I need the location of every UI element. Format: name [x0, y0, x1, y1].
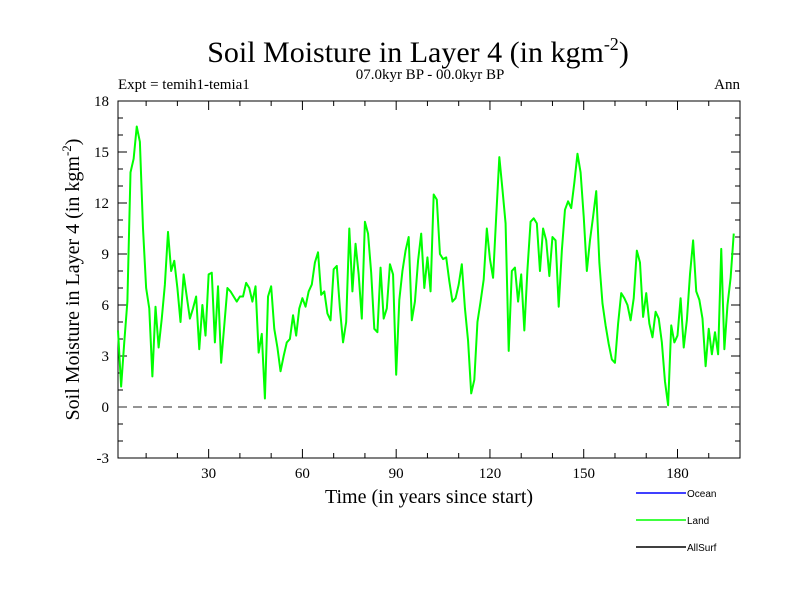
- plot-frame: [117, 100, 741, 459]
- x-tick-label: 150: [572, 466, 595, 482]
- y-tick-label: 0: [102, 400, 110, 416]
- chart-title-superscript: -2: [604, 34, 619, 54]
- y-axis-label-close: ): [62, 139, 84, 146]
- y-tick-label: -3: [97, 451, 110, 467]
- legend-allsurf-label: AllSurf: [687, 543, 717, 554]
- legend-land-label: Land: [687, 516, 709, 527]
- x-tick-label: 30: [201, 466, 216, 482]
- x-tick-label: 180: [666, 466, 689, 482]
- legend: Ocean Land AllSurf: [636, 489, 717, 554]
- season-label: Ann: [714, 77, 740, 93]
- chart-title-close: ): [619, 36, 629, 69]
- x-tick-label: 60: [295, 466, 310, 482]
- x-tick-label: 120: [479, 466, 502, 482]
- chart-subtitle: 07.0kyr BP - 00.0kyr BP: [356, 67, 505, 83]
- y-axis-label: Soil Moisture in Layer 4 (in kgm-2): [59, 139, 84, 421]
- x-tick-labels: 30 60 90 120 150 180: [201, 466, 689, 482]
- y-tick-label: 9: [102, 247, 110, 263]
- y-tick-labels: -3 0 3 6 9 12 15 18: [94, 94, 110, 467]
- expt-label: Expt = temih1-temia1: [118, 77, 250, 93]
- y-tick-label: 18: [94, 94, 109, 110]
- y-tick-label: 6: [102, 298, 110, 314]
- y-tick-label: 12: [94, 196, 109, 212]
- x-axis-label: Time (in years since start): [325, 486, 533, 508]
- legend-ocean-label: Ocean: [687, 489, 716, 500]
- land-series-line: [117, 125, 735, 407]
- y-axis-label-superscript: -2: [59, 145, 74, 156]
- y-tick-label: 15: [94, 145, 109, 161]
- x-tick-label: 90: [389, 466, 404, 482]
- y-tick-label: 3: [102, 349, 110, 365]
- chart-title: Soil Moisture in Layer 4 (in kgm-2): [207, 34, 629, 69]
